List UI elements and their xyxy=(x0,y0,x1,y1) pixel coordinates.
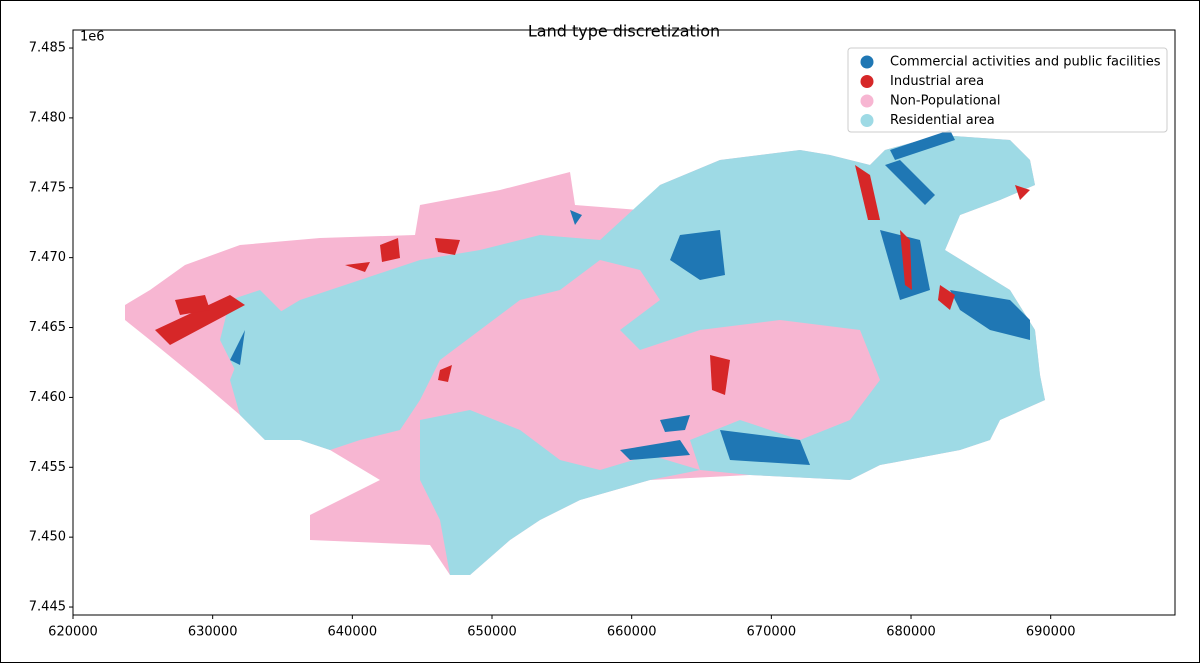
x-tick-label: 690000 xyxy=(1026,625,1076,640)
commercial-patch xyxy=(620,440,690,460)
commercial-patches xyxy=(230,130,1030,465)
legend-marker xyxy=(860,94,874,108)
industrial-patch xyxy=(438,365,452,382)
commercial-patch xyxy=(670,230,725,280)
industrial-patch xyxy=(900,230,912,290)
industrial-patch xyxy=(155,295,245,345)
legend-box xyxy=(847,47,1168,133)
x-tick-label: 640000 xyxy=(328,625,378,640)
residential-area xyxy=(420,410,700,575)
legend-label: Residential area xyxy=(890,113,995,128)
industrial-patch xyxy=(380,238,400,262)
commercial-patch xyxy=(570,210,582,225)
commercial-patch xyxy=(720,430,810,465)
commercial-patch xyxy=(885,160,935,205)
axes-frame xyxy=(72,29,1176,616)
legend-marker xyxy=(860,75,874,88)
commercial-patch xyxy=(230,330,245,365)
industrial-patch xyxy=(710,355,730,395)
legend-label: Commercial activities and public facilit… xyxy=(890,55,1161,70)
y-tick-label: 7.455 xyxy=(29,460,66,475)
y-tick-label: 7.485 xyxy=(29,41,66,56)
map-layer xyxy=(125,130,1045,575)
industrial-patch xyxy=(435,238,460,255)
y-tick-label: 7.450 xyxy=(29,530,66,545)
chart-title: Land type discretization xyxy=(528,22,720,41)
commercial-patch xyxy=(890,130,955,160)
x-tick-label: 660000 xyxy=(607,625,657,640)
legend-label: Non-Populational xyxy=(890,94,1001,109)
legend-marker xyxy=(860,114,874,127)
industrial-patch xyxy=(855,165,880,220)
x-tick-label: 670000 xyxy=(747,625,797,640)
y-tick-label: 7.445 xyxy=(29,600,66,615)
industrial-patch xyxy=(1015,185,1030,200)
x-tick-label: 630000 xyxy=(188,625,238,640)
x-tick-label: 680000 xyxy=(886,625,936,640)
x-tick-label: 620000 xyxy=(48,625,98,640)
y-offset-label: 1e6 xyxy=(80,30,105,45)
y-tick-label: 7.460 xyxy=(29,390,66,405)
y-tick-label: 7.480 xyxy=(29,110,66,125)
industrial-patches xyxy=(155,165,1030,395)
commercial-patch xyxy=(660,415,690,432)
industrial-patch xyxy=(938,285,955,310)
y-tick-label: 7.475 xyxy=(29,180,66,195)
y-tick-label: 7.470 xyxy=(29,250,66,265)
industrial-patch xyxy=(175,295,210,315)
y-tick-label: 7.465 xyxy=(29,320,66,335)
residential-area xyxy=(230,135,1045,480)
legend-marker xyxy=(860,55,874,69)
x-tick-label: 650000 xyxy=(467,625,517,640)
legend-label: Industrial area xyxy=(890,74,984,89)
commercial-patch xyxy=(950,290,1030,340)
industrial-patch xyxy=(345,262,370,272)
